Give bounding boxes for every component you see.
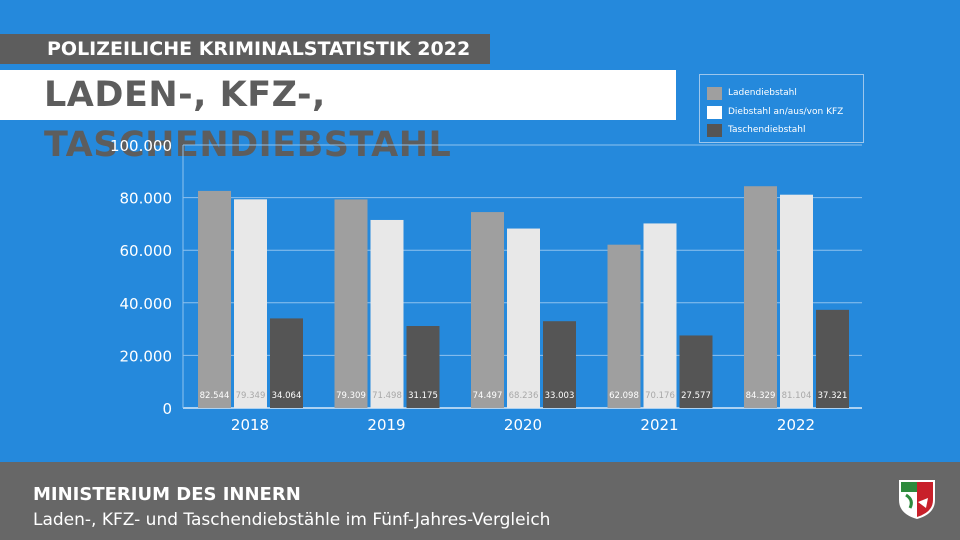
bar-taschendiebstahl-2020	[543, 321, 576, 408]
data-label-ladendiebstahl-2018: 82.544	[200, 391, 230, 401]
chart-title: LADEN-, KFZ-, TASCHENDIEBSTAHL	[0, 70, 676, 165]
bar-ladendiebstahl-2019	[334, 199, 368, 408]
legend-swatch-kfz	[707, 105, 722, 119]
bar-kfz-2021	[643, 223, 677, 408]
legend-label-taschendiebstahl: Taschendiebstahl	[728, 125, 806, 135]
bar-taschendiebstahl-2019	[406, 326, 440, 408]
legend-item-taschendiebstahl: Taschendiebstahl	[707, 122, 806, 138]
data-label-taschendiebstahl-2018: 34.064	[272, 391, 302, 401]
legend-swatch-ladendiebstahl	[707, 86, 722, 100]
x-tick-label: 2021	[640, 416, 678, 434]
y-tick-label: 80.000	[120, 190, 173, 208]
footer: MINISTERIUM DES INNERN Laden-, KFZ- und …	[0, 462, 960, 540]
y-tick-label: 0	[162, 400, 172, 418]
data-label-kfz-2020: 68.236	[509, 391, 539, 401]
y-tick-label: 60.000	[120, 242, 173, 260]
bar-ladendiebstahl-2022	[744, 186, 777, 408]
data-label-kfz-2019: 71.498	[372, 391, 402, 401]
data-label-ladendiebstahl-2020: 74.497	[473, 391, 503, 401]
bar-taschendiebstahl-2022	[816, 309, 849, 408]
x-tick-label: 2022	[777, 416, 815, 434]
footer-description: Laden-, KFZ- und Taschendiebstähle im Fü…	[33, 510, 551, 530]
bar-chart: 0 20.000 40.000 60.000 80.000 100.000 82.544 7…	[110, 137, 862, 434]
data-label-kfz-2021: 70.176	[645, 391, 675, 401]
bar-kfz-2020	[507, 228, 540, 408]
bar-ladendiebstahl-2020	[471, 212, 504, 408]
data-label-ladendiebstahl-2021: 62.098	[609, 391, 639, 401]
x-tick-label: 2018	[231, 416, 269, 434]
data-label-kfz-2022: 81.104	[782, 391, 812, 401]
legend-label-ladendiebstahl: Ladendiebstahl	[728, 88, 797, 98]
legend-item-ladendiebstahl: Ladendiebstahl	[707, 85, 797, 101]
data-label-taschendiebstahl-2019: 31.175	[408, 391, 438, 401]
data-label-ladendiebstahl-2022: 84.329	[746, 391, 776, 401]
data-label-taschendiebstahl-2022: 37.321	[818, 391, 848, 401]
bar-kfz-2022	[780, 194, 813, 408]
data-label-taschendiebstahl-2020: 33.003	[545, 391, 575, 401]
data-label-ladendiebstahl-2019: 79.309	[336, 391, 366, 401]
data-label-taschendiebstahl-2021: 27.577	[681, 391, 711, 401]
y-tick-label: 40.000	[120, 295, 173, 313]
bar-ladendiebstahl-2021	[607, 244, 641, 408]
legend-swatch-taschendiebstahl	[707, 123, 722, 137]
x-tick-label: 2020	[504, 416, 542, 434]
y-tick-label: 100.000	[110, 137, 172, 155]
bar-kfz-2019	[370, 219, 404, 408]
x-tick-label: 2019	[367, 416, 405, 434]
nrw-crest-icon	[899, 480, 935, 519]
legend-item-kfz: Diebstahl an/aus/von KFZ	[707, 104, 843, 120]
bar-kfz-2018	[234, 199, 267, 408]
y-tick-label: 20.000	[120, 347, 173, 365]
legend: Ladendiebstahl Diebstahl an/aus/von KFZ …	[699, 74, 864, 143]
legend-label-kfz: Diebstahl an/aus/von KFZ	[728, 107, 844, 117]
bar-taschendiebstahl-2021	[679, 335, 713, 408]
bar-taschendiebstahl-2018	[270, 318, 303, 408]
footer-organization: MINISTERIUM DES INNERN	[33, 484, 301, 505]
data-label-kfz-2018: 79.349	[236, 391, 266, 401]
bar-ladendiebstahl-2018	[198, 190, 231, 408]
chart-subtitle: POLIZEILICHE KRIMINALSTATISTIK 2022	[0, 34, 490, 64]
